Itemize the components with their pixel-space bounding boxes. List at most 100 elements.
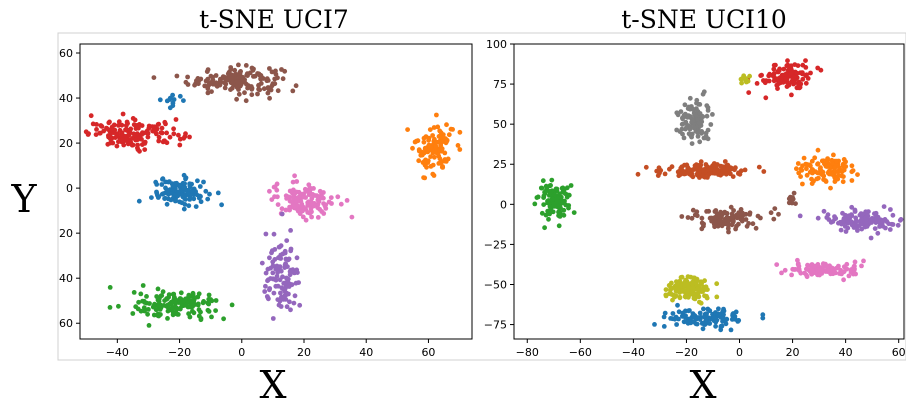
left-y-tick-label: 40 xyxy=(59,272,73,285)
right-point xyxy=(542,225,547,231)
right-point xyxy=(541,202,547,208)
left-point xyxy=(205,90,211,96)
right-point xyxy=(669,164,675,170)
right-point xyxy=(771,66,777,72)
left-point xyxy=(263,231,269,237)
right-point xyxy=(763,95,769,101)
left-point xyxy=(252,73,258,79)
right-point xyxy=(760,315,766,321)
right-point xyxy=(697,175,702,180)
left-point xyxy=(192,82,198,88)
left-point xyxy=(405,127,410,132)
right-point xyxy=(739,80,744,86)
left-point xyxy=(270,270,276,276)
right-point xyxy=(824,215,830,220)
left-point xyxy=(282,68,288,74)
left-point xyxy=(149,195,154,201)
right-point xyxy=(718,327,724,333)
left-point xyxy=(145,311,151,317)
left-point xyxy=(265,90,271,96)
left-point xyxy=(94,126,99,132)
right-point xyxy=(828,219,834,225)
right-point xyxy=(670,311,676,316)
right-point xyxy=(696,166,702,172)
left-point xyxy=(280,286,285,291)
left-point xyxy=(107,285,113,290)
left-point xyxy=(105,126,111,132)
right-point xyxy=(724,211,730,216)
right-point xyxy=(833,216,839,221)
left-point xyxy=(421,175,426,181)
left-cluster-7 xyxy=(157,92,186,111)
right-point xyxy=(547,183,553,189)
left-point xyxy=(106,120,112,126)
right-point xyxy=(695,116,701,122)
right-point xyxy=(887,227,893,232)
left-point xyxy=(293,280,299,286)
left-point xyxy=(152,128,158,134)
left-point xyxy=(421,139,427,145)
left-point xyxy=(308,206,314,212)
right-point xyxy=(691,319,697,325)
right-point xyxy=(884,219,890,224)
left-point xyxy=(299,204,305,210)
right-cluster-3 xyxy=(635,159,767,180)
right-point xyxy=(692,165,698,171)
right-point xyxy=(543,212,549,218)
right-point xyxy=(730,219,736,225)
right-cluster-1 xyxy=(738,73,752,86)
right-point xyxy=(711,315,717,321)
left-point xyxy=(185,74,191,80)
left-point xyxy=(261,86,267,92)
left-point xyxy=(178,290,184,296)
left-point xyxy=(170,312,176,318)
left-point xyxy=(147,301,152,306)
left-point xyxy=(428,164,434,169)
left-point xyxy=(186,311,192,317)
right-point xyxy=(690,279,695,285)
left-point xyxy=(127,127,133,133)
right-point xyxy=(783,76,789,82)
right-point xyxy=(877,224,882,229)
left-point xyxy=(136,299,142,305)
left-point xyxy=(418,152,424,158)
left-point xyxy=(132,117,138,123)
left-point xyxy=(305,210,311,215)
right-point xyxy=(868,235,874,241)
right-cluster-7 xyxy=(797,204,904,241)
left-point xyxy=(440,165,446,170)
left-point xyxy=(144,294,149,299)
left-point xyxy=(126,132,131,138)
right-point xyxy=(772,206,778,212)
left-point xyxy=(279,211,285,217)
left-point xyxy=(257,87,263,93)
left-point xyxy=(171,131,177,137)
left-point xyxy=(119,122,125,128)
right-point xyxy=(679,274,685,280)
right-point xyxy=(832,175,838,181)
right-point xyxy=(661,324,667,329)
right-plot-frame xyxy=(513,43,905,340)
right-point xyxy=(841,167,847,173)
right-point xyxy=(744,79,749,85)
right-point xyxy=(817,272,822,278)
left-point xyxy=(278,252,284,258)
left-point xyxy=(275,88,281,94)
right-point xyxy=(791,190,797,196)
right-point xyxy=(551,192,557,198)
left-point xyxy=(173,197,178,203)
left-point xyxy=(437,128,443,134)
left-point xyxy=(426,137,431,143)
right-point xyxy=(701,221,706,227)
left-point xyxy=(142,139,148,145)
left-point xyxy=(230,80,236,85)
right-point xyxy=(815,170,820,176)
right-point xyxy=(676,309,682,315)
left-point xyxy=(177,136,183,142)
right-point xyxy=(881,204,887,210)
left-point xyxy=(307,185,313,191)
right-point xyxy=(674,322,679,327)
left-point xyxy=(191,297,197,302)
left-point xyxy=(167,95,173,101)
right-point xyxy=(798,270,804,276)
